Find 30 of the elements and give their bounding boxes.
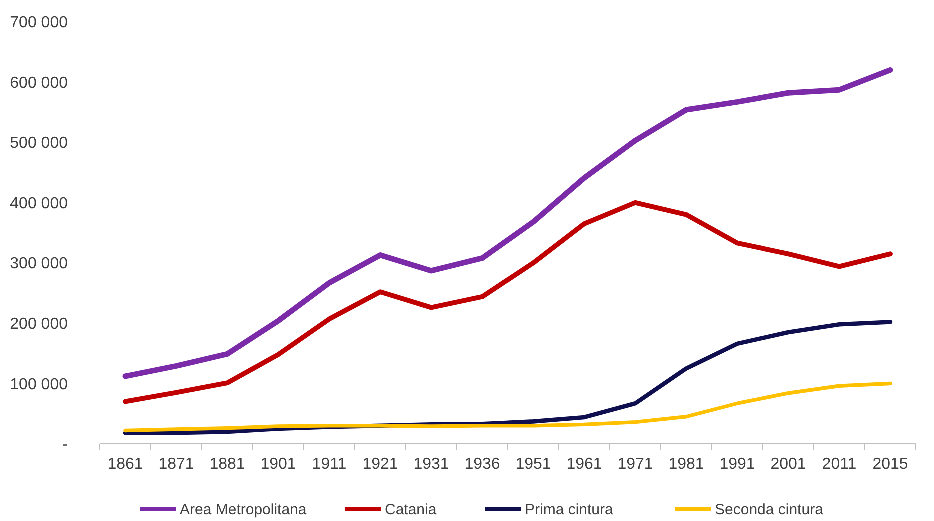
x-tick-label: 1991	[720, 456, 756, 473]
y-tick-label: -	[62, 436, 68, 454]
x-tick-label: 1871	[158, 456, 194, 473]
x-tick-label: 1901	[260, 456, 296, 473]
y-tick-label: 700 000	[10, 14, 68, 32]
legend-label: Prima cintura	[525, 501, 614, 518]
legend-label: Area Metropolitana	[180, 501, 308, 518]
y-tick-label: 100 000	[10, 376, 68, 394]
y-tick-label: 600 000	[10, 74, 68, 92]
x-tick-label: 1971	[618, 456, 654, 473]
x-tick-label: 1936	[464, 456, 500, 473]
x-tick-label: 2015	[872, 456, 908, 473]
y-tick-label: 500 000	[10, 135, 68, 152]
legend-label: Seconda cintura	[715, 501, 824, 518]
x-tick-label: 1921	[362, 456, 398, 473]
x-tick-label: 2011	[822, 456, 857, 473]
x-tick-label: 1911	[312, 456, 347, 473]
legend-label: Catania	[385, 501, 438, 518]
x-tick-label: 1981	[668, 456, 704, 473]
line-series	[124, 382, 892, 433]
x-tick-label: 1881	[210, 456, 246, 473]
x-tick-label: 1861	[108, 456, 144, 473]
line-series	[123, 200, 893, 404]
x-tick-label: 2001	[770, 456, 806, 473]
x-tick-label: 1961	[566, 456, 602, 473]
x-tick-label: 1931	[414, 456, 450, 473]
x-tick-label: 1951	[516, 456, 552, 473]
y-tick-label: 200 000	[10, 316, 68, 334]
y-tick-label: 300 000	[10, 256, 68, 273]
y-tick-label: 400 000	[10, 195, 68, 212]
